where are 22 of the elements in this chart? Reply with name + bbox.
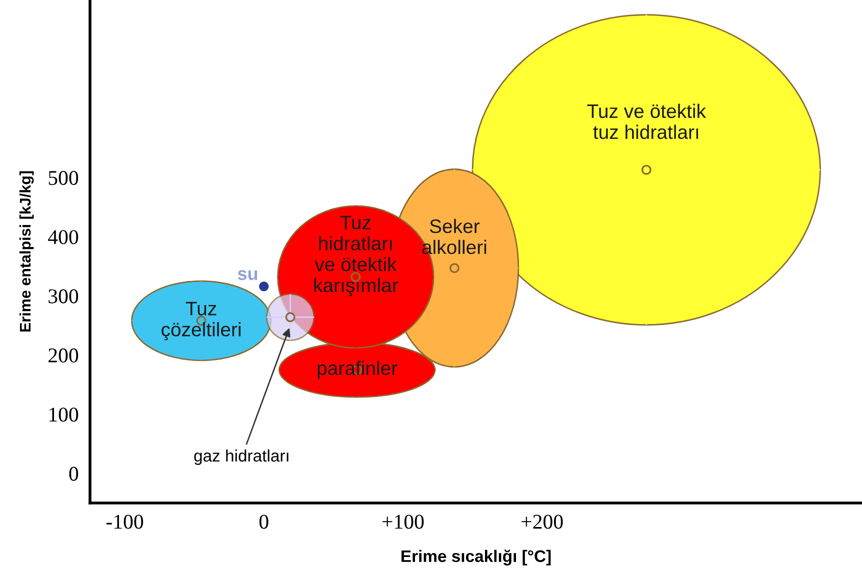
- y-tick-label: 500: [48, 170, 78, 185]
- x-tick-label: +100: [382, 514, 424, 529]
- series-label: Tuz çözeltileri: [162, 302, 240, 340]
- x-axis-title: Erime sıcaklığı [°C]: [402, 550, 551, 566]
- y-tick-label: 400: [48, 230, 78, 244]
- point: [259, 282, 269, 292]
- x-tick-label: +200: [522, 514, 563, 529]
- y-axis-title: Erime entalpisi [kJ/kg]: [19, 171, 34, 332]
- text: Tuz ve ötektik tuz hidratları: [587, 104, 706, 140]
- series-label: parafinler: [318, 360, 398, 379]
- point: [449, 263, 460, 274]
- series-label: Tuz hidratları ve ötektik karışımlar: [314, 216, 398, 296]
- x-tick-label: -100: [106, 514, 144, 529]
- y-tick-label: 300: [48, 289, 78, 304]
- y-tick-label: 0: [69, 466, 78, 481]
- y-tick-label: 100: [49, 408, 78, 422]
- x-tick-label: 0: [259, 514, 268, 529]
- series-label: su: [238, 270, 258, 280]
- y-tick-label: 200: [48, 348, 78, 362]
- point: [266, 293, 315, 341]
- point: [641, 164, 652, 175]
- text: gaz hidratları: [194, 449, 288, 465]
